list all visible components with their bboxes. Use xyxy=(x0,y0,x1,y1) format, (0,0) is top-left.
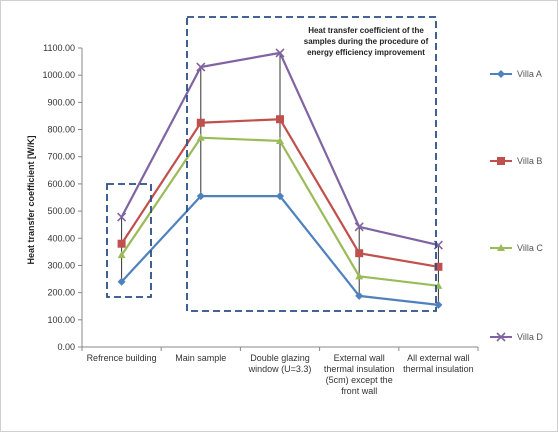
data-point-x-stroke xyxy=(496,332,506,342)
series-villa-b xyxy=(117,115,443,271)
data-point-square xyxy=(355,249,364,258)
series-group xyxy=(117,48,443,309)
data-point-x xyxy=(496,332,506,342)
x-category-line: thermal insulation xyxy=(403,364,474,374)
x-category-label: Main sample xyxy=(175,353,226,363)
annotation-text: Heat transfer coefficient of the samples … xyxy=(304,26,429,57)
y-tick-label: 900.00 xyxy=(47,97,75,107)
data-point-diamond xyxy=(117,277,126,286)
data-point-diamond xyxy=(355,291,364,300)
data-point-x xyxy=(275,48,285,58)
data-point-triangle xyxy=(497,244,505,251)
legend-entry: Villa A xyxy=(490,69,542,79)
data-point-diamond xyxy=(196,192,205,201)
annotation-line: energy efficiency improvement xyxy=(307,48,425,57)
y-tick-label: 0.00 xyxy=(57,342,75,352)
data-point-square xyxy=(434,262,443,271)
highlight-boxes xyxy=(106,16,437,312)
legend-entry: Villa C xyxy=(490,243,543,253)
data-point-x-stroke xyxy=(196,62,206,72)
data-point-x-stroke xyxy=(117,212,127,222)
axes xyxy=(78,47,479,351)
y-tick-label: 200.00 xyxy=(47,288,75,298)
y-tick-label: 500.00 xyxy=(47,206,75,216)
x-category-line: External wall xyxy=(334,353,385,363)
y-tick-label: 100.00 xyxy=(47,315,75,325)
data-point-square xyxy=(497,157,505,165)
x-category-line: thermal insulation xyxy=(324,364,395,374)
data-point-triangle xyxy=(276,136,284,144)
data-point-triangle xyxy=(196,133,205,141)
x-category-label: Refrence building xyxy=(87,353,157,363)
data-point-square xyxy=(196,118,205,127)
drop-lines xyxy=(121,52,439,305)
x-category-label: External wall thermal insulation (5cm) exc… xyxy=(324,353,395,396)
x-category-line: front wall xyxy=(341,386,377,396)
data-point-triangle xyxy=(355,272,364,280)
y-axis-label: Heat transfer coefficient [W/K] xyxy=(26,135,36,264)
data-point-x-stroke xyxy=(354,222,364,232)
x-category-line: window (U=3.3) xyxy=(248,364,312,374)
data-point-x xyxy=(196,62,206,72)
highlight-box-reference xyxy=(106,183,152,298)
x-category-label: All external wall thermal insulation xyxy=(403,353,474,374)
legend-label: Villa A xyxy=(517,69,542,79)
legend: Villa A Villa B Villa C Villa D xyxy=(490,69,543,342)
y-tick-label: 700.00 xyxy=(47,152,75,162)
data-point-x xyxy=(117,212,127,222)
data-point-square xyxy=(276,115,284,124)
x-category-line: Main sample xyxy=(175,353,226,363)
y-tick-label: 1100.00 xyxy=(43,43,75,53)
data-point-x xyxy=(354,222,364,232)
x-category-labels: Refrence building Main sample Double glazi… xyxy=(87,353,474,396)
legend-label: Villa C xyxy=(517,243,543,253)
data-point-square xyxy=(117,239,126,248)
x-category-label: Double glazing window (U=3.3) xyxy=(248,353,312,374)
y-tick-label: 400.00 xyxy=(47,233,75,243)
series-villa-a xyxy=(117,192,443,309)
series-line xyxy=(120,195,439,306)
legend-entry: Villa D xyxy=(490,332,543,342)
legend-entry: Villa B xyxy=(490,156,542,166)
data-point-triangle xyxy=(117,251,126,259)
y-tick-label: 1000.00 xyxy=(42,70,75,80)
legend-label: Villa D xyxy=(517,332,543,342)
y-tick-label: 600.00 xyxy=(47,179,75,189)
annotation-line: samples during the procedure of xyxy=(304,37,429,46)
legend-label: Villa B xyxy=(517,156,542,166)
y-tick-label: 300.00 xyxy=(47,260,75,270)
y-tick-label: 800.00 xyxy=(47,125,75,135)
x-category-line: Refrence building xyxy=(87,353,157,363)
x-category-line: Double glazing xyxy=(250,353,310,363)
y-tick-labels: 0.00 100.00 200.00 300.00 400.00 500.00 600.00… xyxy=(42,43,75,352)
annotation-line: Heat transfer coefficient of the xyxy=(308,26,424,35)
x-category-line: All external wall xyxy=(407,353,470,363)
data-point-diamond xyxy=(497,70,505,78)
highlight-box-improvements xyxy=(186,16,437,312)
x-category-line: (5cm) except the xyxy=(326,375,393,385)
data-point-x-stroke xyxy=(275,48,285,58)
data-point-diamond xyxy=(276,192,284,201)
